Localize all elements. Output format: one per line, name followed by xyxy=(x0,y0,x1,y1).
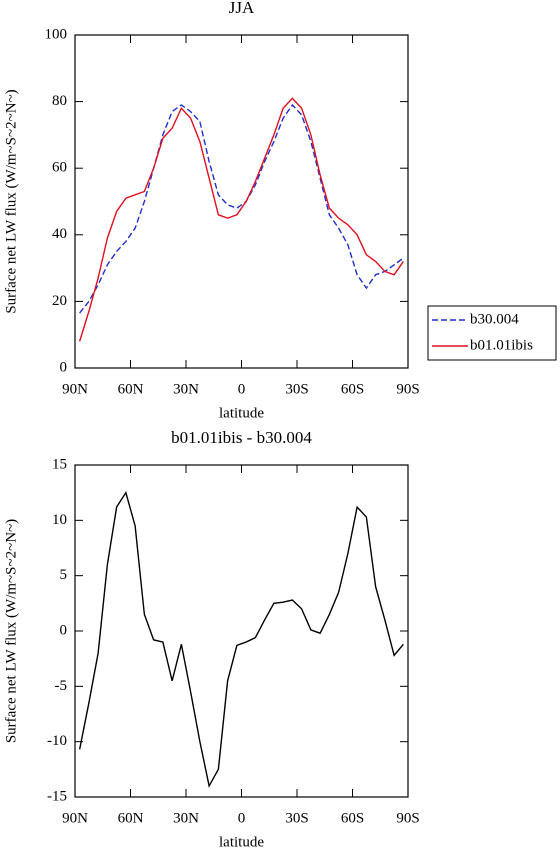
x-tick-label: 90S xyxy=(396,810,419,826)
x-axis-label: latitude xyxy=(219,834,264,850)
x-tick-label: 60N xyxy=(118,810,144,826)
y-tick-label: 0 xyxy=(60,622,68,638)
chart-title: b01.01ibis - b30.004 xyxy=(171,428,312,447)
y-tick-label: 0 xyxy=(60,359,68,375)
y-tick-label: -5 xyxy=(55,678,68,694)
y-tick-label: 15 xyxy=(52,456,67,472)
y-tick-label: 10 xyxy=(52,512,67,528)
x-tick-label: 30S xyxy=(285,381,308,397)
y-tick-label: 40 xyxy=(52,226,67,242)
legend-box xyxy=(427,305,557,361)
x-tick-label: 0 xyxy=(238,810,246,826)
y-tick-label: 60 xyxy=(52,160,67,176)
y-axis-label: Surface net LW flux (W/m~S~2~N~) xyxy=(3,89,19,313)
data-line xyxy=(78,97,404,342)
x-tick-label: 30S xyxy=(285,810,308,826)
plot-frame xyxy=(74,464,409,798)
x-tick-label: 0 xyxy=(238,381,246,397)
y-tick-label: -10 xyxy=(47,733,67,749)
y-axis-label: Surface net LW flux (W/m~S~2~N~) xyxy=(3,519,19,743)
data-line xyxy=(78,490,404,788)
y-tick-label: 20 xyxy=(52,293,67,309)
x-tick-label: 30N xyxy=(173,381,199,397)
x-tick-label: 60N xyxy=(118,381,144,397)
x-tick-label: 90N xyxy=(62,381,88,397)
x-axis-label: latitude xyxy=(219,405,264,421)
plot-frame xyxy=(74,34,409,369)
x-tick-label: 60S xyxy=(341,810,364,826)
x-tick-label: 90S xyxy=(396,381,419,397)
y-tick-label: 5 xyxy=(60,567,68,583)
x-tick-label: 30N xyxy=(173,810,199,826)
data-line xyxy=(79,103,404,314)
x-tick-label: 90N xyxy=(62,810,88,826)
y-tick-label: 100 xyxy=(45,26,68,42)
chart-title: JJA xyxy=(229,0,255,17)
legend-label: b30.004 xyxy=(470,311,519,327)
x-tick-label: 60S xyxy=(341,381,364,397)
legend-label: b01.01ibis xyxy=(470,337,533,353)
y-tick-label: 80 xyxy=(52,93,67,109)
y-tick-label: -15 xyxy=(47,788,67,804)
